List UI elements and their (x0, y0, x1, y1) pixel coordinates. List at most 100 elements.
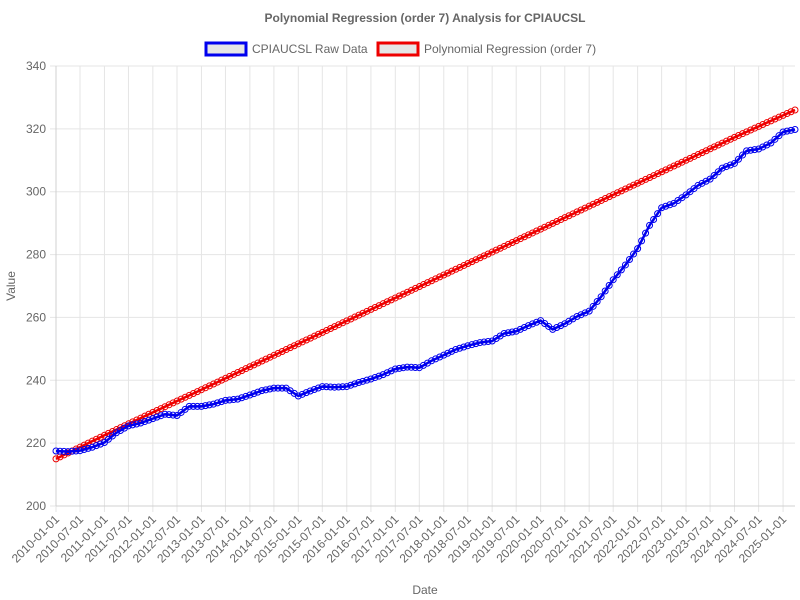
data-point[interactable] (201, 384, 209, 392)
data-point[interactable] (484, 250, 492, 258)
data-point[interactable] (238, 394, 246, 402)
data-point[interactable] (331, 323, 339, 331)
data-point[interactable] (448, 347, 456, 355)
data-point[interactable] (432, 355, 440, 363)
data-point[interactable] (714, 141, 722, 149)
data-point[interactable] (662, 166, 670, 174)
data-point[interactable] (137, 419, 145, 427)
data-point[interactable] (791, 106, 799, 114)
data-point[interactable] (124, 422, 132, 430)
data-point[interactable] (416, 282, 424, 290)
data-point[interactable] (420, 281, 428, 289)
data-point[interactable] (751, 146, 759, 154)
data-point[interactable] (710, 143, 718, 151)
data-point[interactable] (739, 130, 747, 138)
data-point[interactable] (298, 390, 306, 398)
data-point[interactable] (444, 349, 452, 357)
data-point[interactable] (553, 217, 561, 225)
data-point[interactable] (197, 386, 205, 394)
data-point[interactable] (630, 181, 638, 189)
data-point[interactable] (282, 346, 290, 354)
data-point[interactable] (116, 426, 124, 434)
data-point[interactable] (56, 447, 64, 455)
data-point[interactable] (743, 147, 751, 155)
data-point[interactable] (747, 146, 755, 154)
data-point[interactable] (464, 260, 472, 268)
data-point[interactable] (302, 336, 310, 344)
data-point[interactable] (242, 365, 250, 373)
data-point[interactable] (423, 359, 431, 367)
data-point[interactable] (658, 168, 666, 176)
data-point[interactable] (512, 237, 520, 245)
data-point[interactable] (72, 447, 80, 455)
data-point[interactable] (561, 214, 569, 222)
data-point[interactable] (347, 381, 355, 389)
data-point[interactable] (666, 164, 674, 172)
data-point[interactable] (436, 273, 444, 281)
data-point[interactable] (363, 307, 371, 315)
data-point[interactable] (516, 325, 524, 333)
data-point[interactable] (193, 402, 201, 410)
data-point[interactable] (407, 286, 415, 294)
data-point[interactable] (722, 137, 730, 145)
data-point[interactable] (262, 386, 270, 394)
data-point[interactable] (339, 319, 347, 327)
data-point[interactable] (375, 302, 383, 310)
data-point[interactable] (730, 133, 738, 141)
data-point[interactable] (197, 402, 205, 410)
data-point[interactable] (218, 376, 226, 384)
data-point[interactable] (96, 440, 104, 448)
data-point[interactable] (504, 240, 512, 248)
data-point[interactable] (541, 223, 549, 231)
data-point[interactable] (399, 364, 407, 372)
data-point[interactable] (468, 341, 476, 349)
data-point[interactable] (730, 159, 738, 167)
data-point[interactable] (557, 322, 565, 330)
data-point[interactable] (500, 242, 508, 250)
data-point[interactable] (658, 204, 666, 212)
data-point[interactable] (642, 175, 650, 183)
data-point[interactable] (557, 216, 565, 224)
data-point[interactable] (573, 312, 581, 320)
data-point[interactable] (642, 229, 650, 237)
data-point[interactable] (76, 447, 84, 455)
data-point[interactable] (226, 372, 234, 380)
data-point[interactable] (290, 342, 298, 350)
data-point[interactable] (779, 128, 787, 136)
data-point[interactable] (185, 402, 193, 410)
data-point[interactable] (476, 254, 484, 262)
data-point[interactable] (234, 395, 242, 403)
data-point[interactable] (387, 296, 395, 304)
data-point[interactable] (189, 402, 197, 410)
data-point[interactable] (440, 271, 448, 279)
data-point[interactable] (230, 396, 238, 404)
data-point[interactable] (759, 143, 767, 151)
data-point[interactable] (508, 328, 516, 336)
data-point[interactable] (129, 421, 137, 429)
data-point[interactable] (597, 196, 605, 204)
data-point[interactable] (444, 269, 452, 277)
data-point[interactable] (149, 415, 157, 423)
data-point[interactable] (52, 447, 60, 455)
data-point[interactable] (791, 125, 799, 133)
data-point[interactable] (226, 396, 234, 404)
data-point[interactable] (597, 293, 605, 301)
data-point[interactable] (339, 383, 347, 391)
data-point[interactable] (529, 229, 537, 237)
data-point[interactable] (222, 374, 230, 382)
data-point[interactable] (355, 378, 363, 386)
data-point[interactable] (294, 340, 302, 348)
data-point[interactable] (706, 175, 714, 183)
legend-item-regression[interactable]: Polynomial Regression (order 7) (376, 41, 596, 57)
data-point[interactable] (520, 323, 528, 331)
data-point[interactable] (415, 364, 423, 372)
data-point[interactable] (210, 380, 218, 388)
data-point[interactable] (323, 326, 331, 334)
data-point[interactable] (351, 380, 359, 388)
data-point[interactable] (573, 208, 581, 216)
data-point[interactable] (64, 448, 72, 456)
data-point[interactable] (654, 210, 662, 218)
data-point[interactable] (771, 135, 779, 143)
data-point[interactable] (779, 111, 787, 119)
data-point[interactable] (472, 340, 480, 348)
